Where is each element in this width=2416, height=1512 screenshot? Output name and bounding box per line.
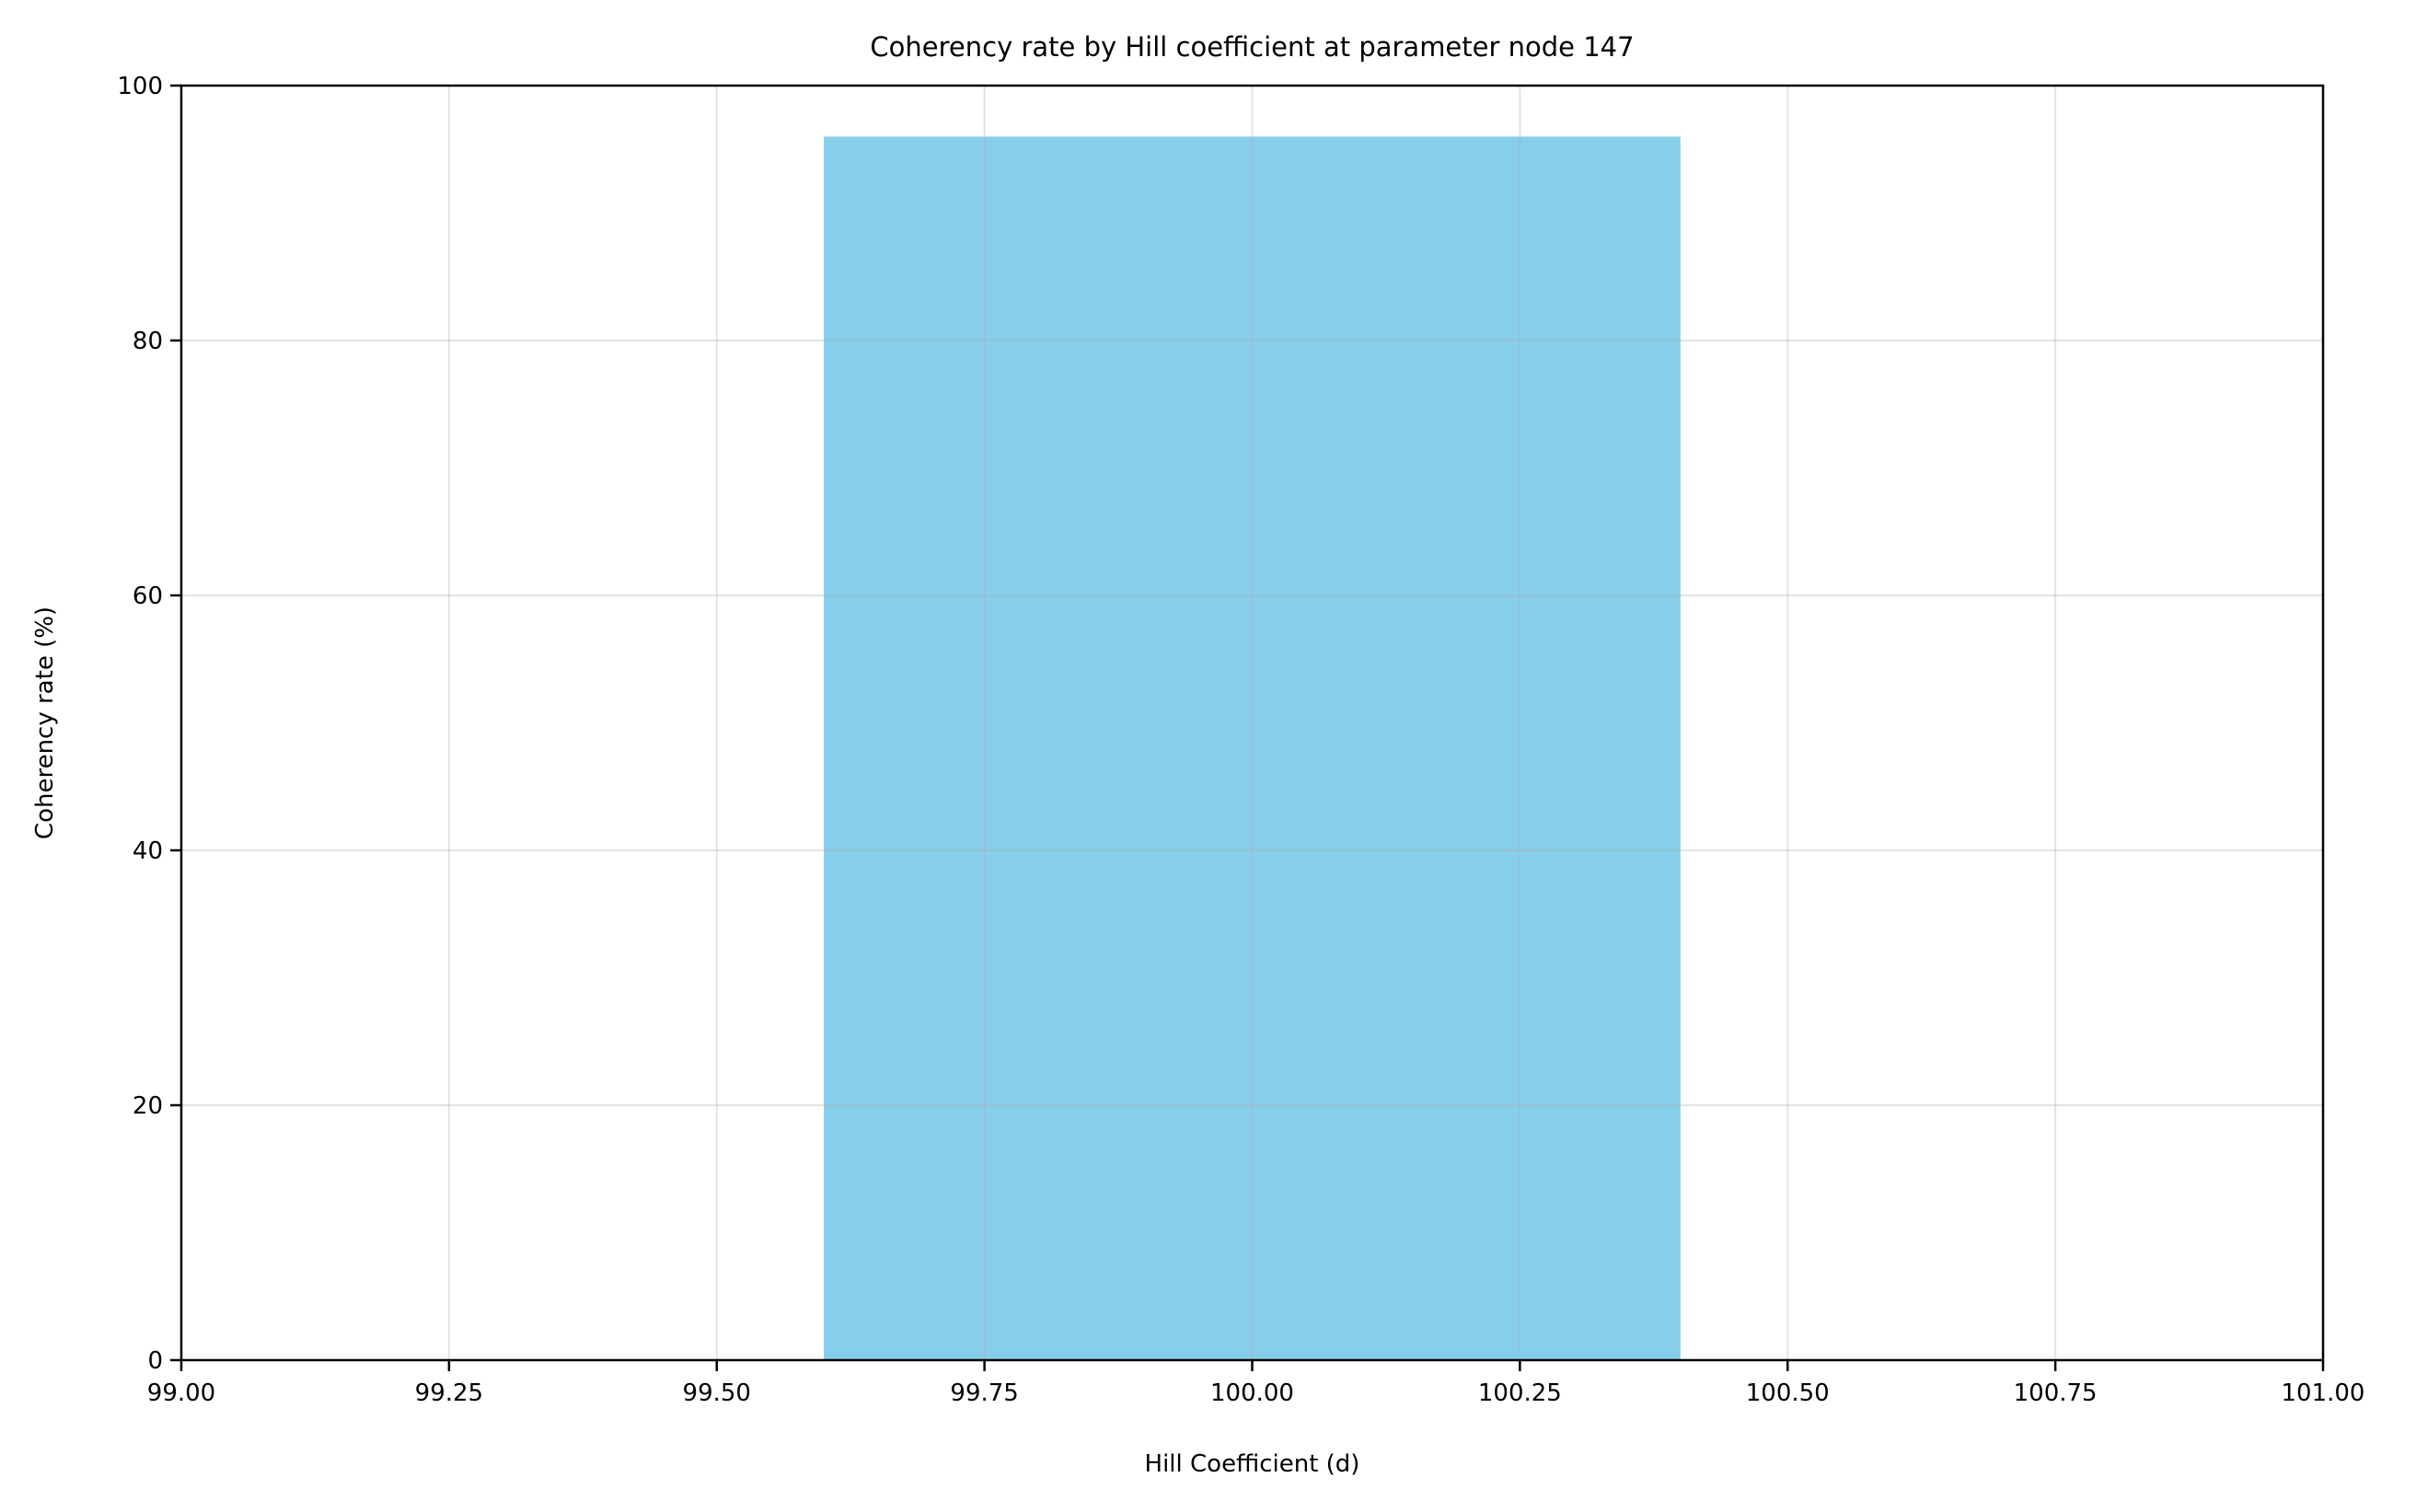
y-tick-label: 100 (117, 73, 163, 100)
bar-layer (824, 136, 1681, 1360)
y-axis-label: Coherency rate (%) (31, 606, 59, 839)
grid-layer (180, 85, 2324, 1361)
x-tick-label: 101.00 (2282, 1379, 2365, 1407)
x-tick-label: 100.50 (1746, 1379, 1830, 1407)
y-tick-label: 0 (147, 1347, 163, 1375)
y-tick-label: 20 (133, 1092, 163, 1120)
y-tick-label: 80 (133, 328, 163, 355)
x-axis-label: Hill Coefficient (d) (1145, 1450, 1360, 1478)
x-tick-label: 99.50 (683, 1379, 751, 1407)
x-tick-label: 100.75 (2014, 1379, 2098, 1407)
y-tick-label: 60 (133, 583, 163, 610)
x-tick-label: 99.75 (950, 1379, 1018, 1407)
bar-0 (824, 136, 1681, 1360)
tick-layer: 99.00 99.25 99.50 99.75 100.00 100.25 100.50 10… (117, 73, 2364, 1407)
x-tick-label: 100.00 (1210, 1379, 1294, 1407)
y-tick-label: 40 (133, 837, 163, 865)
x-tick-label: 99.25 (415, 1379, 483, 1407)
chart-title: Coherency rate by Hill coefficient at pa… (870, 31, 1634, 63)
x-tick-label: 100.25 (1478, 1379, 1562, 1407)
x-tick-label: 99.00 (147, 1379, 215, 1407)
